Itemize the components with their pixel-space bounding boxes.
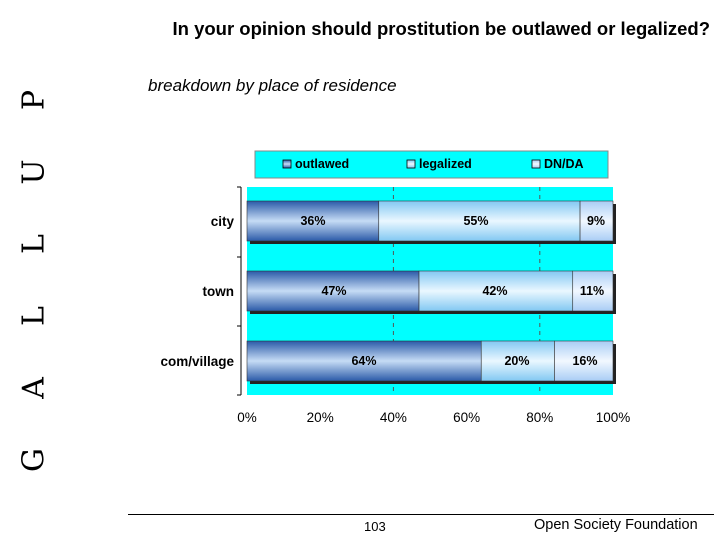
brand-letter: G (17, 448, 52, 472)
x-tick-label: 60% (453, 410, 480, 425)
data-label: 55% (463, 214, 488, 228)
bar-segment (246, 270, 420, 312)
page-number: 103 (364, 519, 386, 534)
gallup-brand-letters: G A L L U P (17, 90, 52, 472)
bar-segment (480, 340, 555, 382)
brand-letter: A (17, 377, 52, 400)
data-label: 42% (482, 284, 507, 298)
bar-segment (418, 270, 574, 312)
brand-letter: L (17, 306, 52, 326)
legend-swatch (406, 159, 416, 169)
footer-divider (128, 514, 714, 515)
chart-title: In your opinion should prostitution be o… (172, 18, 710, 39)
chart-subtitle: breakdown by place of residence (148, 76, 397, 95)
bar-segment (572, 270, 614, 312)
bar-row: 36% 55% 9% (246, 200, 616, 244)
bar-row: 64% 20% 16% (246, 340, 616, 384)
data-label: 36% (300, 214, 325, 228)
data-label: 9% (587, 214, 605, 228)
legend-label: outlawed (295, 157, 349, 171)
bar-segment (378, 200, 581, 242)
bar-segment (554, 340, 614, 382)
bar-row: 47% 42% 11% (246, 270, 616, 314)
data-label: 11% (580, 284, 604, 298)
bar-segment (246, 340, 482, 382)
data-label: 20% (504, 354, 529, 368)
category-label: city (211, 214, 235, 229)
x-tick-label: 100% (596, 410, 631, 425)
legend-box (254, 150, 609, 179)
legend: outlawed legalized DN/DA (254, 150, 609, 179)
brand-letter: U (17, 159, 52, 184)
brand-letter: L (17, 234, 52, 254)
legend-label: DN/DA (544, 157, 584, 171)
x-tick-label: 80% (526, 410, 553, 425)
legend-swatch (531, 159, 541, 169)
category-label: town (203, 284, 235, 299)
x-tick-label: 40% (380, 410, 407, 425)
data-label: 64% (351, 354, 376, 368)
x-tick-label: 20% (307, 410, 334, 425)
organization-name: Open Society Foundation (534, 517, 698, 533)
x-tick-label: 0% (237, 410, 257, 425)
category-label: com/village (160, 354, 234, 369)
legend-label: legalized (419, 157, 472, 171)
bar-segment (246, 200, 380, 242)
brand-letter: P (17, 90, 52, 110)
data-label: 47% (321, 284, 346, 298)
gallup-brand: G A L L U P (14, 40, 54, 480)
data-label: 16% (572, 354, 597, 368)
legend-swatch (282, 159, 292, 169)
bar-segment (579, 200, 614, 242)
